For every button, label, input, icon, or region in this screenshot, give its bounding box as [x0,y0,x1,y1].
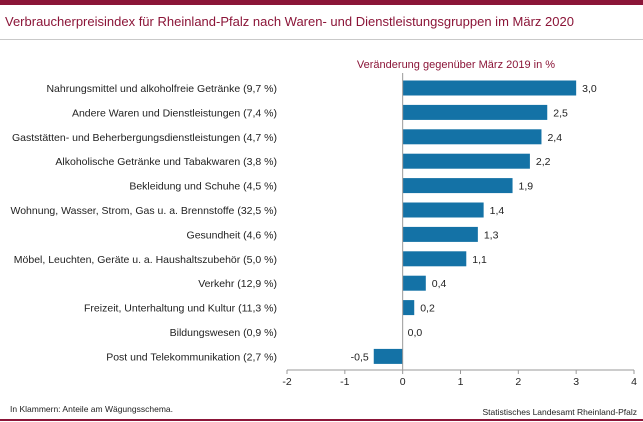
bar [402,300,415,316]
bar [402,129,542,145]
category-label: Gesundheit (4,6 %) [187,229,277,241]
value-label: 1,3 [484,229,499,241]
value-label: 3,0 [582,83,597,95]
category-label: Alkoholische Getränke und Tabakwaren (3,… [55,156,277,168]
value-label: 1,4 [490,205,505,217]
category-label: Bekleidung und Schuhe (4,5 %) [129,181,277,193]
value-label: 0,2 [420,303,435,315]
x-tick-label: 4 [631,376,637,388]
value-label: 2,2 [536,156,551,168]
bar [402,178,513,194]
category-label: Andere Waren und Dienstleistungen (7,4 %… [72,107,277,119]
bar [402,153,530,169]
value-label: 2,5 [553,107,568,119]
category-label: Wohnung, Wasser, Strom, Gas u. a. Brenns… [10,205,277,217]
category-label: Gaststätten- und Beherbergungsdienstleis… [12,132,277,144]
category-label: Post und Telekommunikation (2,7 %) [106,351,277,363]
bar [402,226,478,242]
footnote: In Klammern: Anteile am Wägungsschema. [10,404,173,414]
title-divider [0,39,643,40]
bar [373,348,403,364]
value-label: -0,5 [351,351,369,363]
bar [402,251,467,267]
x-tick-label: -1 [340,376,349,388]
bar [402,275,426,291]
value-axis-header: Veränderung gegenüber März 2019 in % [357,59,555,71]
source-credit: Statistisches Landesamt Rheinland-Pfalz [482,407,638,417]
value-label: 2,4 [547,132,562,144]
bar [402,202,484,218]
category-label: Bildungswesen (0,9 %) [170,327,277,339]
category-label: Verkehr (12,9 %) [198,278,277,290]
x-tick-label: 1 [458,376,464,388]
top-accent-bar [0,0,643,5]
x-tick-label: 0 [400,376,406,388]
value-label: 1,1 [472,254,487,266]
x-tick-label: -2 [282,376,291,388]
bar [402,104,548,120]
value-label: 0,0 [408,327,423,339]
category-label: Nahrungsmittel und alkoholfreie Getränke… [46,83,277,95]
value-label: 1,9 [519,181,534,193]
category-label: Freizeit, Unterhaltung und Kultur (11,3 … [84,303,277,315]
bottom-accent-bar [0,419,643,421]
chart-title: Verbraucherpreisindex für Rheinland-Pfal… [5,14,574,29]
x-tick-label: 2 [515,376,521,388]
x-tick-label: 3 [573,376,579,388]
category-label: Möbel, Leuchten, Geräte u. a. Haushaltsz… [14,254,277,266]
value-label: 0,4 [432,278,447,290]
bar [402,80,577,96]
